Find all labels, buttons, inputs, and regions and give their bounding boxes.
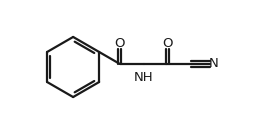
Text: O: O: [162, 37, 173, 50]
Text: NH: NH: [134, 70, 153, 83]
Text: N: N: [209, 57, 218, 70]
Text: O: O: [115, 37, 125, 50]
